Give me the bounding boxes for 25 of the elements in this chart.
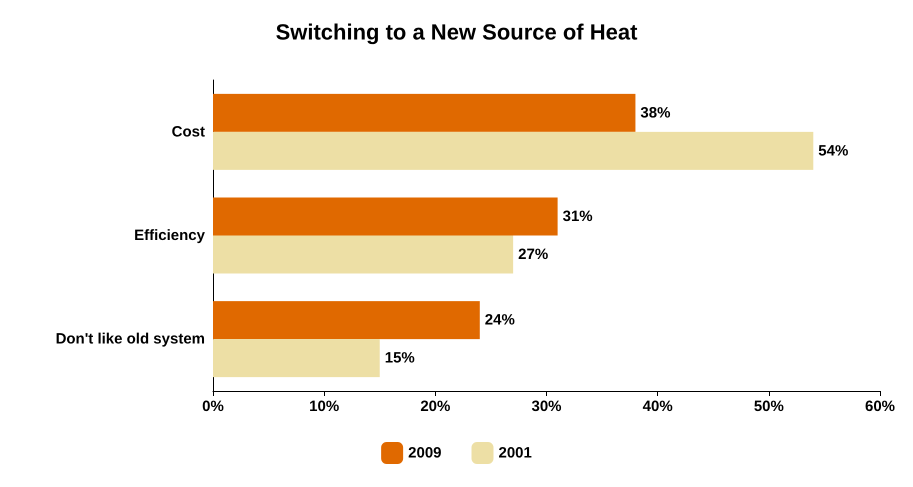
x-tick-label: 40% [642, 398, 673, 415]
bar [213, 198, 558, 236]
data-label: 27% [518, 246, 548, 263]
bar [213, 301, 480, 340]
data-label: 24% [484, 312, 515, 329]
chart-title: Switching to a New Source of Heat [276, 20, 638, 44]
legend-label: 2001 [498, 444, 532, 462]
y-tick-label: Cost [172, 123, 205, 140]
x-tick-label: 60% [864, 398, 896, 415]
x-tick-label: 20% [420, 398, 450, 415]
data-label: 15% [384, 350, 415, 367]
data-label: 38% [640, 104, 670, 122]
bar [213, 132, 814, 170]
bar [213, 94, 636, 132]
data-label: 31% [562, 208, 593, 225]
x-tick-label: 0% [202, 398, 224, 415]
x-tick-label: 50% [754, 398, 784, 415]
data-label: 54% [818, 142, 848, 160]
y-tick-label: Efficiency [134, 227, 206, 244]
x-tick-label: 10% [309, 398, 340, 415]
bar [213, 339, 380, 378]
y-tick-label: Don't like old system [56, 330, 205, 348]
legend-label: 2009 [408, 444, 442, 462]
x-tick-label: 30% [531, 398, 562, 415]
bar [213, 236, 514, 274]
